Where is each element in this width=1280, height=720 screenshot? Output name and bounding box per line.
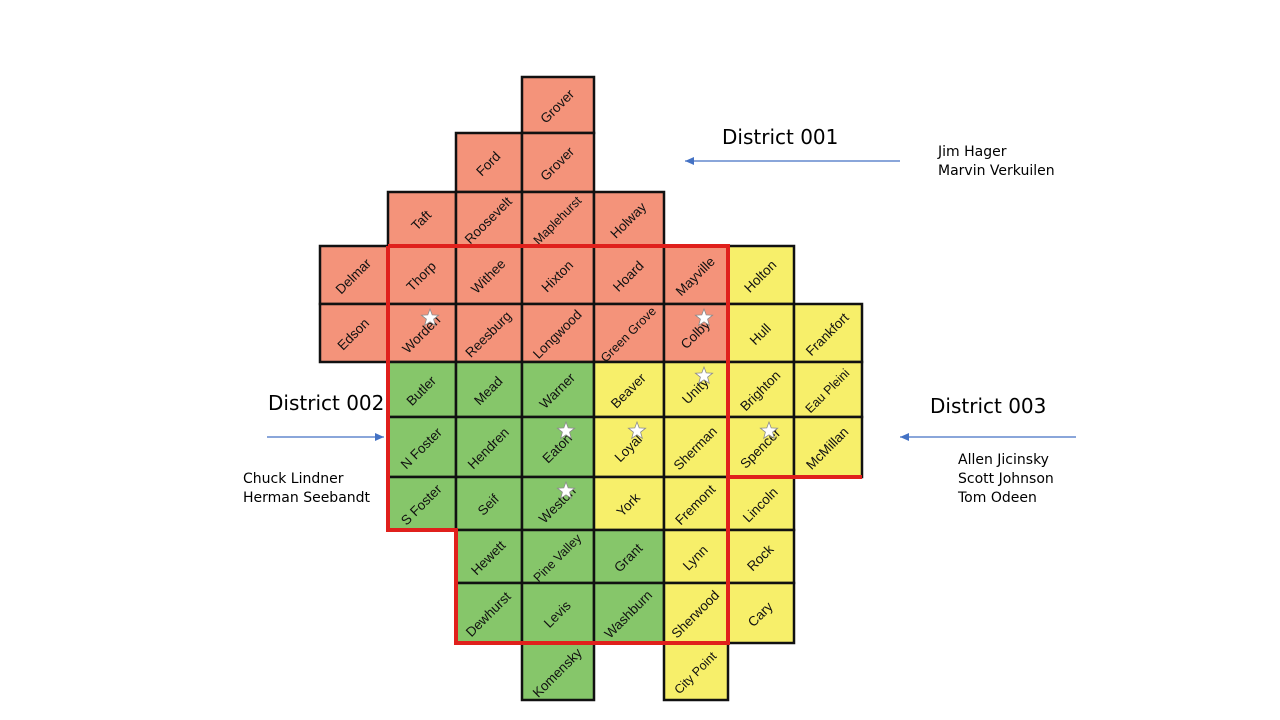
member-name: Allen Jicinsky xyxy=(958,452,1049,468)
township-cell xyxy=(592,415,666,479)
member-name: Tom Odeen xyxy=(958,490,1037,506)
township-cell xyxy=(662,581,730,645)
star-icon xyxy=(420,307,440,327)
district-003-label: District 003 xyxy=(930,394,1047,418)
member-name: Jim Hager xyxy=(938,144,1007,160)
district-001-arrow xyxy=(685,157,900,165)
member-name: Herman Seebandt xyxy=(243,490,371,506)
township-cell xyxy=(386,244,458,306)
arrows-layer xyxy=(267,157,1076,441)
township-cell xyxy=(726,302,796,364)
township-cell xyxy=(318,302,390,364)
township-cell xyxy=(592,528,666,585)
district-boundary-line xyxy=(386,244,862,645)
district-003-members: Allen Jicinsky Scott Johnson Tom Odeen xyxy=(958,451,1054,508)
district-003-arrow xyxy=(900,433,1076,441)
township-cell xyxy=(454,131,524,194)
district-002-label: District 002 xyxy=(268,391,385,415)
district-001-label: District 001 xyxy=(722,125,839,149)
star-icon xyxy=(759,420,779,440)
township-cell xyxy=(454,302,524,364)
star-icon xyxy=(694,365,714,385)
member-name: Chuck Lindner xyxy=(243,471,344,487)
township-cell xyxy=(592,190,666,248)
township-cell xyxy=(662,415,730,479)
star-icon xyxy=(556,480,576,500)
township-cell xyxy=(520,131,596,194)
district-002-arrow xyxy=(267,433,384,441)
star-icon xyxy=(627,420,647,440)
star-icon xyxy=(694,307,714,327)
township-cell xyxy=(592,302,666,364)
township-cell xyxy=(726,581,796,645)
stars-layer xyxy=(420,307,779,500)
township-cell xyxy=(662,641,730,702)
member-name: Scott Johnson xyxy=(958,471,1054,487)
township-cell xyxy=(520,475,596,532)
township-cell xyxy=(592,475,666,532)
township-cell xyxy=(520,302,596,364)
township-cell xyxy=(726,415,796,479)
township-cell xyxy=(520,415,596,479)
township-cell xyxy=(792,360,864,419)
township-cell xyxy=(726,528,796,585)
township-cell xyxy=(454,581,524,645)
township-cell xyxy=(520,641,596,702)
star-icon xyxy=(556,420,576,440)
township-cell xyxy=(592,581,666,645)
district-002-members: Chuck Lindner Herman Seebandt xyxy=(243,470,370,508)
township-cell xyxy=(662,360,730,419)
district-001-members: Jim Hager Marvin Verkuilen xyxy=(938,143,1055,181)
member-name: Marvin Verkuilen xyxy=(938,163,1055,179)
township-cell xyxy=(726,244,796,306)
